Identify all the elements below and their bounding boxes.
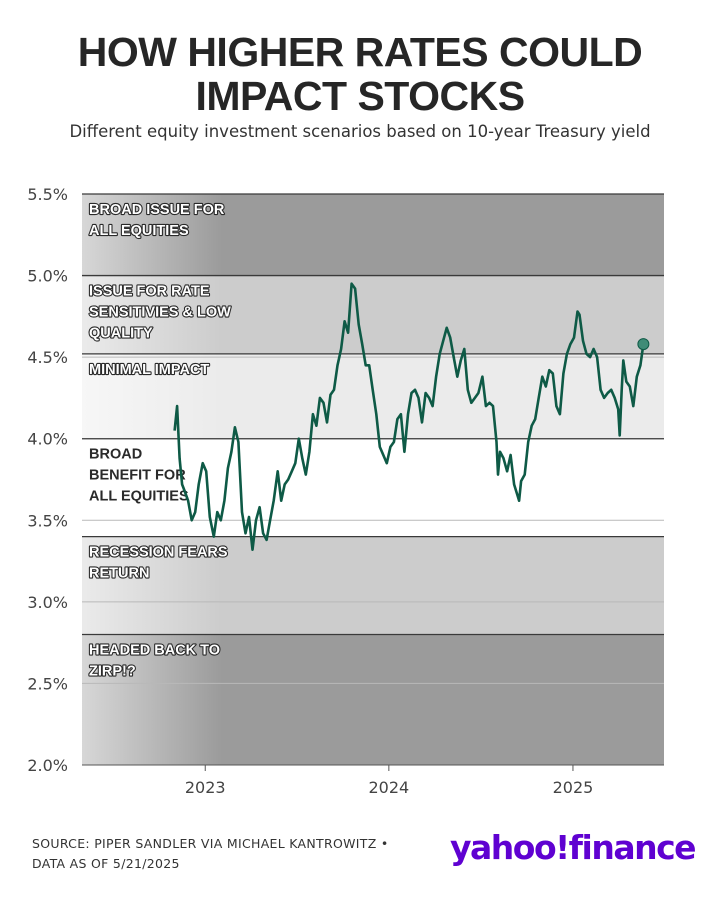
source-line-1: SOURCE: PIPER SANDLER VIA MICHAEL KANTRO…: [32, 836, 389, 851]
gridlines: [82, 193, 664, 766]
zone-label: MINIMAL IMPACT: [89, 362, 209, 378]
zone-label: BROAD: [89, 447, 142, 463]
zone-label: HEADED BACK TO: [89, 642, 220, 658]
zone-label: ISSUE FOR RATE: [89, 284, 210, 300]
y-tick-label: 4.5%: [27, 348, 68, 367]
y-tick-label: 5.0%: [27, 267, 68, 286]
chart-title-line-2: IMPACT STOCKS: [195, 73, 525, 119]
chart: 5.5%5.0%4.5%4.0%3.5%3.0%2.5%2.0% 2023 202…: [27, 185, 664, 797]
chart-title: HOW HIGHER RATES COULD IMPACT STOCKS: [0, 30, 720, 118]
x-tick-label: 2025: [553, 778, 594, 797]
source-line-2: DATA AS OF 5/21/2025: [32, 856, 180, 871]
series-layer: [173, 282, 650, 552]
zone-label: QUALITY: [89, 326, 153, 342]
zone-label: RETURN: [89, 566, 149, 582]
yield-series-line: [173, 282, 645, 552]
last-value-marker: [637, 338, 650, 351]
x-tick-label: 2024: [368, 778, 409, 797]
y-tick-label: 3.5%: [27, 511, 68, 530]
logo-text: yahoo!finance: [450, 828, 697, 867]
zone-label: ZIRP!?: [89, 663, 136, 679]
zone-labels: BROAD ISSUE FOR ALL EQUITIES ISSUE FOR RAT…: [88, 201, 232, 681]
zone-label: RECESSION FEARS: [89, 545, 228, 561]
zone-label: BENEFIT FOR: [89, 468, 186, 484]
y-axis-ticks: 5.5% 5.0% 4.5% 4.0% 3.5% 3.0% 2.5% 2.0%: [27, 185, 68, 775]
y-tick-label: 2.5%: [27, 674, 68, 693]
y-tick-label: 2.0%: [27, 756, 68, 775]
zone-label: ALL EQUITIES: [89, 489, 189, 505]
zone-label: ALL EQUITIES: [89, 223, 189, 239]
y-tick-label: 4.0%: [27, 430, 68, 449]
yahoo-finance-logo: yahoo!finance: [450, 828, 697, 867]
y-tick-label: 5.5%: [27, 185, 68, 204]
zone-label: SENSITIVIES & LOW: [89, 305, 231, 321]
x-tick-label: 2023: [185, 778, 226, 797]
x-axis-ticks: 2023 2024 2025: [185, 765, 593, 797]
chart-subtitle: Different equity investment scenarios ba…: [69, 122, 651, 141]
source-note: SOURCE: PIPER SANDLER VIA MICHAEL KANTRO…: [32, 834, 389, 874]
chart-title-line-1: HOW HIGHER RATES COULD: [77, 29, 643, 75]
zone-label: BROAD ISSUE FOR: [89, 202, 225, 218]
y-tick-label: 3.0%: [27, 593, 68, 612]
